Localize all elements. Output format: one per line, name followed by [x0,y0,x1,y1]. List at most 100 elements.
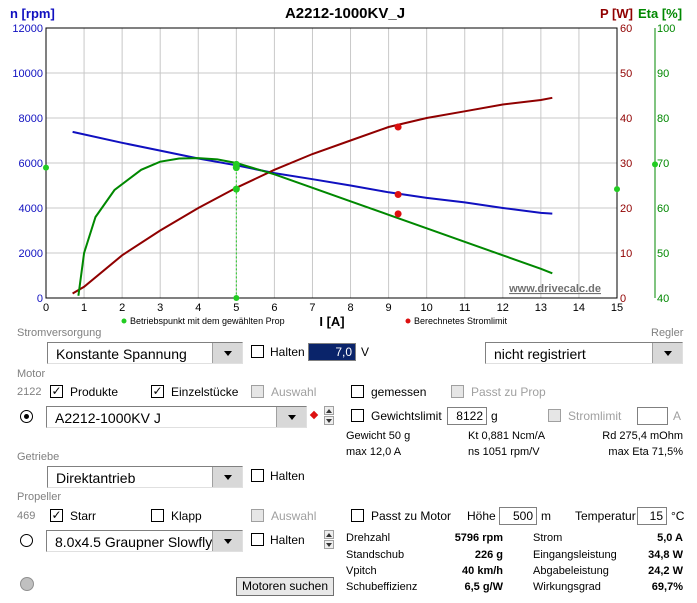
side-marker-rpm [43,164,49,171]
motor-spinner[interactable] [324,406,334,426]
temperatur-input[interactable]: 15 [637,507,667,525]
propeller-spinner[interactable] [324,530,334,550]
getriebe-select[interactable]: Direktantrieb [47,466,243,488]
rpm-tick-label: 8000 [19,113,43,125]
eta-tick-label: 100 [657,23,675,35]
spin-up-icon[interactable] [324,406,334,415]
right-axis-label-eta: Eta [%] [638,6,682,21]
power-tick-label: 0 [620,293,626,305]
strom-label: Strom [533,532,563,544]
search-motors-button[interactable]: Motoren suchen [236,577,334,596]
gewichtslimit-label: Gewichtslimit [371,409,442,423]
motor-einzelstuecke-checkbox[interactable]: ✓ [151,384,164,398]
power-tick-label: 20 [620,203,632,215]
x-tick-label: 6 [271,302,277,314]
left-axis-label: n [rpm] [10,6,55,21]
hoehe-input[interactable]: 500 [499,507,537,525]
motor-gemessen-checkbox[interactable] [351,385,364,398]
regler-value: nicht registriert [494,346,586,362]
spin-down-icon[interactable] [324,416,334,425]
motor-ns: ns 1051 rpm/V [468,446,540,458]
eta-tick-label: 50 [657,248,669,260]
hoehe-unit: m [541,509,551,523]
chevron-down-icon[interactable] [212,467,242,487]
rpm-tick-label: 2000 [19,248,43,260]
stromlimit-input[interactable] [637,407,668,425]
motor-max-eta: max Eta 71,5% [608,446,683,458]
gewichtslimit-checkbox[interactable] [351,409,364,422]
motor-passt-zu-prop-label: Passt zu Prop [471,385,546,399]
propeller-select[interactable]: 8.0x4.5 Graupner Slowfly [46,530,243,552]
x-tick-label: 8 [347,302,353,314]
motor-produkte-checkbox[interactable]: ✓ [50,384,63,398]
section-propeller: Propeller [17,491,62,503]
gewichtslimit-input[interactable]: 8122 [447,407,487,425]
getriebe-hold-label: Halten [270,469,305,483]
prop-starr-checkbox[interactable]: ✓ [50,508,63,522]
section-motor: Motor [17,368,46,380]
voltage-unit: V [361,345,370,359]
wirkungsgrad-value: 69,7% [651,581,683,593]
propeller-radio[interactable] [20,534,33,547]
vpitch-value: 40 km/h [462,565,503,577]
prop-passt-zu-motor-checkbox[interactable] [351,509,364,522]
power-tick-label: 40 [620,113,632,125]
power-tick-label: 10 [620,248,632,260]
x-tick-label: 7 [309,302,315,314]
stromlimit-checkbox [548,409,561,422]
power-tick-label: 50 [620,68,632,80]
regler-select[interactable]: nicht registriert [485,342,683,364]
schubeffizienz-value: 6,5 g/W [464,581,503,593]
chart-markers [43,123,658,301]
power-tick-label: 60 [620,23,632,35]
side-marker-power [614,186,620,193]
current-limit-eta [394,210,402,218]
motor-auswahl-label: Auswahl [271,385,317,399]
eingangsleistung-label: Eingangsleistung [533,549,617,561]
x-tick-label: 9 [386,302,392,314]
propeller-hold-label: Halten [270,533,305,547]
x-tick-label: 13 [535,302,547,314]
temperatur-label: Temperatur [575,509,636,523]
chevron-down-icon[interactable] [212,531,242,551]
motor-einzelstuecke-label: Einzelstücke [171,385,239,399]
motor-weight: Gewicht 50 g [346,430,411,442]
propeller-count: 469 [17,510,36,522]
x-tick-label: 1 [81,302,87,314]
rpm-tick-label: 12000 [12,23,43,35]
chart-title: A2212-1000KV_J [285,5,405,22]
schubeffizienz-label: Schubeffizienz [346,581,418,593]
right-axis-label-power: P [W] [600,6,633,21]
section-getriebe: Getriebe [17,451,60,463]
strom-value: 5,0 A [657,532,683,544]
x-tick-label: 3 [157,302,163,314]
prop-klapp-checkbox[interactable] [151,509,164,522]
motor-produkte-label: Produkte [70,385,119,399]
status-indicator-icon [20,577,34,591]
voltage-hold-checkbox[interactable] [251,345,264,358]
getriebe-hold-checkbox[interactable] [251,469,264,482]
x-axis-label: I [A] [319,314,344,329]
propeller-hold-checkbox[interactable] [251,533,264,546]
motor-select[interactable]: A2212-1000KV J [46,406,307,428]
chevron-down-icon[interactable] [276,407,306,427]
spin-down-icon[interactable] [324,540,334,549]
motor-limit-indicator-icon [309,410,319,420]
motor-gemessen-label: gemessen [371,385,427,399]
x-tick-label: 12 [497,302,509,314]
motor-radio[interactable] [20,410,33,423]
prop-auswahl-label: Auswahl [271,509,317,523]
prop-starr-label: Starr [70,509,97,523]
voltage-input[interactable]: 7,0 [308,343,356,361]
wirkungsgrad-label: Wirkungsgrad [533,581,601,593]
abgabeleistung-label: Abgabeleistung [533,565,609,577]
x-tick-label: 11 [459,302,470,314]
watermark: www.drivecalc.de [508,283,601,295]
chevron-down-icon[interactable] [212,343,242,363]
vpitch-label: Vpitch [346,565,377,577]
spin-up-icon[interactable] [324,530,334,539]
chevron-down-icon[interactable] [652,343,682,363]
gewichtslimit-unit: g [491,409,498,423]
power-mode-select[interactable]: Konstante Spannung [47,342,243,364]
prop-auswahl-checkbox [251,509,264,522]
